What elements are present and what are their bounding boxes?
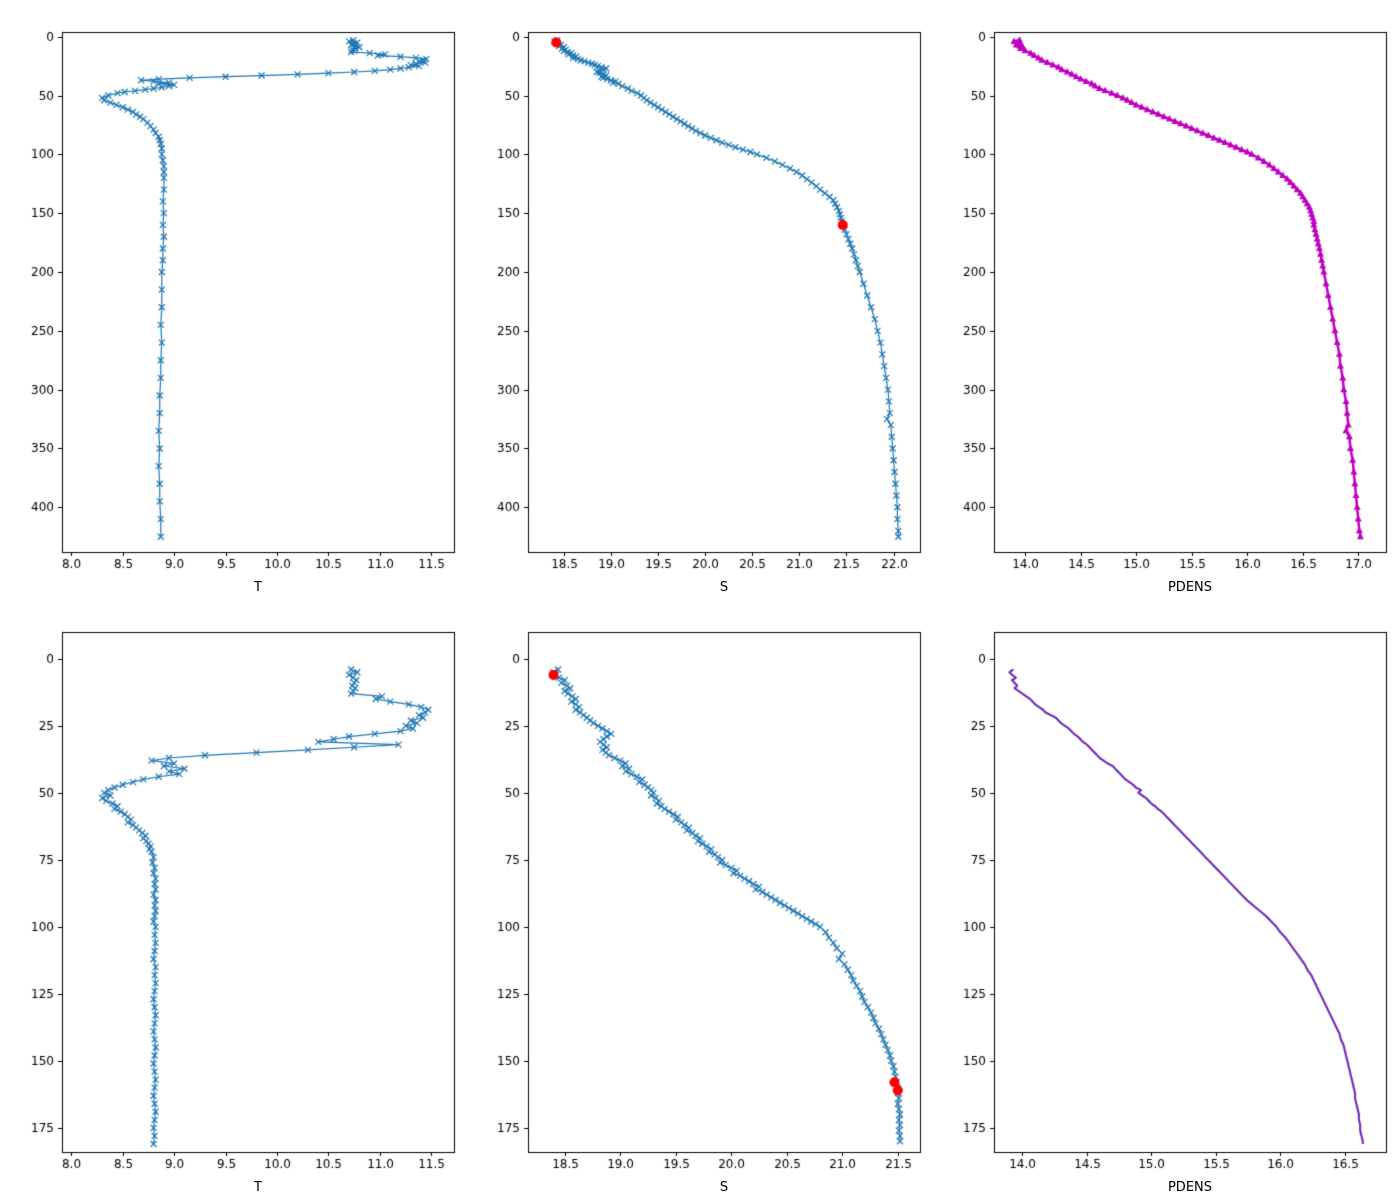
subplot-temperature-deep: 3902005 Profile: 88 Pressure T — [0, 0, 466, 600]
x-axis-label-pdens: PDENS — [1167, 1180, 1213, 1195]
temperature-deep-plot — [0, 0, 466, 600]
pdens-deep-plot — [932, 0, 1398, 600]
subplot-pdens-zoom: PDENS — [932, 600, 1398, 1200]
x-axis-label-t: T — [254, 1180, 262, 1195]
salinity-zoom-plot — [466, 600, 932, 1200]
salinity-deep-plot — [466, 0, 932, 600]
subplot-pdens-deep: PDENS — [932, 0, 1398, 600]
x-axis-label-t: T — [254, 580, 262, 595]
pdens-zoom-plot — [932, 600, 1398, 1200]
temperature-zoom-plot — [0, 600, 466, 1200]
subplot-temperature-zoom: Pressure T — [0, 600, 466, 1200]
x-axis-label-s: S — [719, 580, 729, 595]
x-axis-label-pdens: PDENS — [1167, 580, 1213, 595]
subplot-salinity-deep: S — [466, 0, 932, 600]
x-axis-label-s: S — [719, 1180, 729, 1195]
subplot-salinity-zoom: S — [466, 600, 932, 1200]
